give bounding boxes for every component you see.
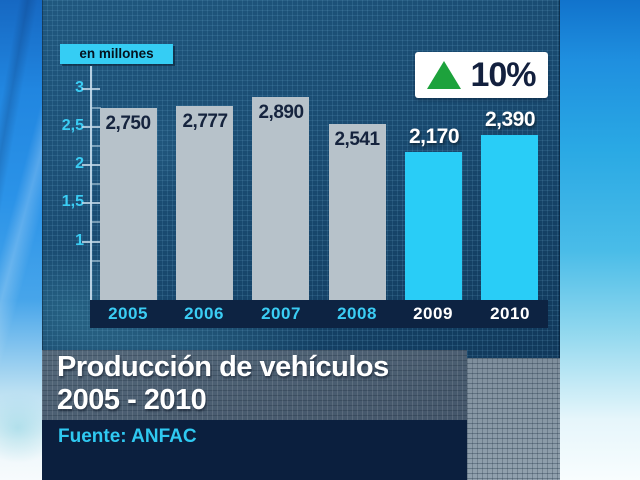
up-triangle-icon [427, 61, 462, 89]
y-tick-minor [90, 260, 101, 262]
y-tick-minor [90, 221, 101, 223]
bar-2008 [329, 124, 386, 300]
title-band: Producción de vehículos 2005 - 2010 [42, 350, 467, 420]
bar-value-2006: 2,777 [182, 111, 228, 132]
bar-2006 [176, 106, 233, 300]
y-tick-label: 2 [75, 155, 84, 172]
bar-value-2007: 2,890 [258, 102, 304, 123]
y-tick-label: 1 [75, 232, 84, 249]
bar-2010 [481, 135, 538, 300]
x-axis-label-2008: 2008 [337, 304, 377, 323]
y-tick-minor [90, 145, 101, 147]
texture-block [467, 358, 560, 480]
x-axis-label-2010: 2010 [490, 304, 530, 323]
y-tick-label: 1,5 [61, 193, 84, 210]
bar-value-2005: 2,750 [105, 113, 151, 134]
x-axis-label-2009: 2009 [413, 304, 453, 323]
chart-title: Producción de vehículos 2005 - 2010 [57, 351, 389, 417]
change-badge-value: 10% [470, 55, 536, 94]
chart-title-line2: 2005 - 2010 [57, 384, 207, 416]
y-tick-major [82, 164, 100, 166]
bar-value-2010: 2,390 [484, 108, 536, 131]
y-tick-major [82, 241, 100, 243]
y-tick-label: 3 [75, 79, 84, 96]
bar-2009 [405, 152, 462, 300]
unit-label-chip: en millones [60, 44, 173, 64]
change-badge: 10% [415, 52, 548, 98]
bar-value-2008: 2,541 [334, 129, 380, 150]
studio-background-left [0, 0, 42, 480]
source-box: Fuente: ANFAC [42, 420, 467, 480]
x-axis-label-2006: 2006 [184, 304, 224, 323]
bar-2005 [100, 108, 157, 300]
y-tick-minor [90, 107, 101, 109]
y-tick-major [82, 202, 100, 204]
studio-background-right [560, 0, 640, 480]
bar-value-2009: 2,170 [408, 125, 460, 148]
chart-panel: en millones 10% 3 2,5 2 1,5 1 2,750 2,777 2,89… [42, 0, 560, 480]
x-axis-label-2005: 2005 [108, 304, 148, 323]
chart-title-line1: Producción de vehículos [57, 351, 389, 383]
bar-2007 [252, 97, 309, 300]
y-tick-major [82, 126, 100, 128]
unit-label-text: en millones [79, 46, 154, 61]
source-text: Fuente: ANFAC [58, 426, 197, 447]
x-axis-label-2007: 2007 [261, 304, 301, 323]
x-axis-band: 2005 2006 2007 2008 2009 2010 [90, 300, 548, 328]
y-tick-major [82, 88, 100, 90]
y-tick-label: 2,5 [61, 117, 84, 134]
y-tick-minor [90, 183, 101, 185]
